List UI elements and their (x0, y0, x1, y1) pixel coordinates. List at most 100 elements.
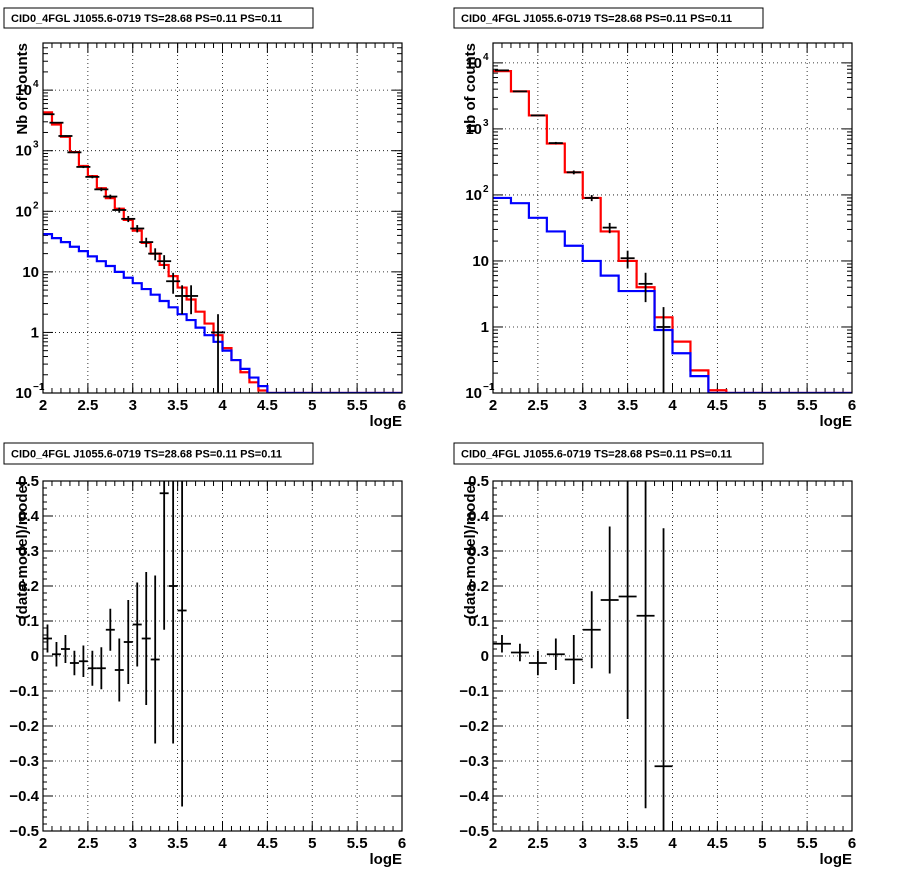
y-tick-label: 0.5 (18, 473, 39, 490)
y-tick-exponent: 3 (33, 140, 39, 151)
title-box (453, 7, 764, 29)
x-tick-label: 6 (848, 397, 856, 414)
y-tick-label: −0.5 (9, 823, 39, 840)
plot-frame (492, 480, 853, 832)
chart-title: CID0_4FGL J1055.6-0719 TS=28.68 PS=0.11 … (11, 449, 282, 461)
chart-panel-2: CID0_4FGL J1055.6-0719 TS=28.68 PS=0.11 … (453, 7, 856, 430)
y-tick-label: 10 (465, 385, 482, 402)
chart-panel-4: CID0_4FGL J1055.6-0719 TS=28.68 PS=0.11 … (453, 442, 856, 868)
x-tick-label: 4 (218, 397, 227, 414)
y-tick-label: 10 (472, 253, 489, 270)
y-tick-label: 0.5 (468, 473, 489, 490)
y-axis-label: Nb of counts (14, 43, 31, 135)
y-tick-exponent: 4 (33, 79, 39, 90)
x-tick-label: 4.5 (707, 397, 728, 414)
y-tick-label: −0.2 (459, 718, 489, 735)
y-tick-label: 0.4 (468, 508, 490, 525)
y-tick-exponent: 2 (33, 200, 39, 211)
plot-area (493, 69, 852, 393)
y-tick-label: −0.4 (9, 788, 39, 805)
x-tick-label: 3 (129, 835, 137, 852)
x-tick-label: 2.5 (77, 397, 98, 414)
y-tick-label: 0.4 (18, 508, 40, 525)
x-tick-label: 5.5 (797, 835, 818, 852)
x-tick-label: 4.5 (707, 835, 728, 852)
x-tick-label: 5.5 (797, 397, 818, 414)
plot-area (43, 111, 402, 393)
chart-title: CID0_4FGL J1055.6-0719 TS=28.68 PS=0.11 … (11, 13, 282, 25)
x-tick-label: 2 (39, 835, 47, 852)
y-tick-label: 10 (465, 121, 482, 138)
y-tick-label: −0.4 (459, 788, 489, 805)
x-tick-label: 5.5 (347, 835, 368, 852)
plot-frame (42, 42, 403, 394)
y-tick-label: −0.3 (9, 753, 39, 770)
y-tick-label: 0 (31, 648, 39, 665)
y-tick-label: 10 (465, 55, 482, 72)
y-axis-label: nb of counts (462, 43, 479, 133)
x-tick-label: 5.5 (347, 397, 368, 414)
x-tick-label: 3.5 (167, 397, 188, 414)
x-tick-label: 5 (758, 835, 766, 852)
y-tick-label: 0.2 (18, 578, 39, 595)
y-tick-label: −0.2 (9, 718, 39, 735)
chart-title: CID0_4FGL J1055.6-0719 TS=28.68 PS=0.11 … (461, 449, 732, 461)
x-tick-label: 4.5 (257, 397, 278, 414)
x-tick-label: 3 (579, 835, 587, 852)
y-tick-exponent: −1 (483, 382, 495, 393)
y-tick-label: 10 (15, 385, 32, 402)
y-tick-label: −0.1 (9, 683, 39, 700)
y-axis-label: (data-model)/model (462, 481, 479, 619)
x-tick-label: 2.5 (527, 835, 548, 852)
title-box (3, 442, 314, 465)
x-tick-label: 3.5 (617, 835, 638, 852)
x-axis-label: logE (820, 851, 853, 868)
x-tick-label: 3.5 (617, 397, 638, 414)
y-tick-label: 10 (15, 143, 32, 160)
y-tick-label: 0.3 (18, 543, 39, 560)
y-tick-label: 10 (15, 203, 32, 220)
y-tick-exponent: 4 (483, 52, 489, 63)
x-tick-label: 4 (668, 835, 677, 852)
plot-frame (42, 480, 403, 832)
x-tick-label: 5 (308, 835, 316, 852)
y-tick-exponent: −1 (33, 382, 45, 393)
title-box (3, 7, 314, 29)
plot-area (43, 481, 187, 807)
y-tick-label: 1 (481, 319, 489, 336)
x-tick-label: 6 (848, 835, 856, 852)
y-tick-label: 1 (31, 324, 39, 341)
x-tick-label: 2 (39, 397, 47, 414)
y-tick-label: −0.5 (459, 823, 489, 840)
x-tick-label: 3 (579, 397, 587, 414)
x-tick-label: 3 (129, 397, 137, 414)
y-tick-label: −0.1 (459, 683, 489, 700)
title-box (453, 442, 764, 465)
x-axis-label: logE (370, 413, 403, 430)
plot-frame (492, 42, 853, 394)
x-tick-label: 2 (489, 835, 497, 852)
x-axis-label: logE (370, 851, 403, 868)
chart-panel-3: CID0_4FGL J1055.6-0719 TS=28.68 PS=0.11 … (3, 442, 406, 868)
y-tick-exponent: 3 (483, 118, 489, 129)
x-tick-label: 6 (398, 397, 406, 414)
x-tick-label: 2.5 (527, 397, 548, 414)
y-axis-label: (data-model)/model (14, 481, 31, 619)
x-tick-label: 3.5 (167, 835, 188, 852)
y-tick-label: 0 (481, 648, 489, 665)
plot-area (493, 481, 673, 831)
x-tick-label: 2.5 (77, 835, 98, 852)
x-tick-label: 6 (398, 835, 406, 852)
x-tick-label: 5 (758, 397, 766, 414)
x-tick-label: 4.5 (257, 835, 278, 852)
y-tick-label: 10 (15, 82, 32, 99)
y-tick-exponent: 2 (483, 184, 489, 195)
y-tick-label: −0.3 (459, 753, 489, 770)
x-tick-label: 4 (218, 835, 227, 852)
y-tick-label: 10 (465, 187, 482, 204)
y-tick-label: 0.3 (468, 543, 489, 560)
model-source-step-line (43, 233, 402, 393)
chart-panel-1: CID0_4FGL J1055.6-0719 TS=28.68 PS=0.11 … (3, 7, 406, 430)
y-tick-label: 0.1 (468, 613, 489, 630)
